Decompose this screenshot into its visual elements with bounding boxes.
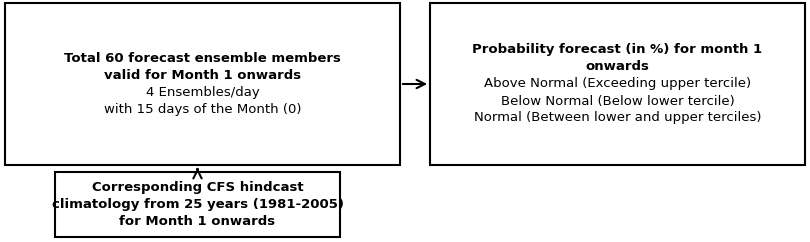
Bar: [55, 172, 340, 237]
Text: for Month 1 onwards: for Month 1 onwards: [119, 215, 275, 228]
Text: valid for Month 1 onwards: valid for Month 1 onwards: [104, 69, 301, 82]
Text: Below Normal (Below lower tercile): Below Normal (Below lower tercile): [501, 94, 735, 107]
Bar: [5, 3, 400, 165]
Text: with 15 days of the Month (0): with 15 days of the Month (0): [104, 103, 301, 116]
Text: 4 Ensembles/day: 4 Ensembles/day: [146, 86, 259, 99]
Text: onwards: onwards: [586, 60, 650, 74]
Text: Normal (Between lower and upper terciles): Normal (Between lower and upper terciles…: [474, 112, 761, 124]
Text: Total 60 forecast ensemble members: Total 60 forecast ensemble members: [64, 52, 341, 65]
Text: Above Normal (Exceeding upper tercile): Above Normal (Exceeding upper tercile): [484, 77, 751, 91]
Text: Corresponding CFS hindcast: Corresponding CFS hindcast: [92, 181, 303, 194]
Text: climatology from 25 years (1981-2005): climatology from 25 years (1981-2005): [52, 198, 343, 211]
Bar: [430, 3, 805, 165]
Text: Probability forecast (in %) for month 1: Probability forecast (in %) for month 1: [472, 44, 762, 56]
